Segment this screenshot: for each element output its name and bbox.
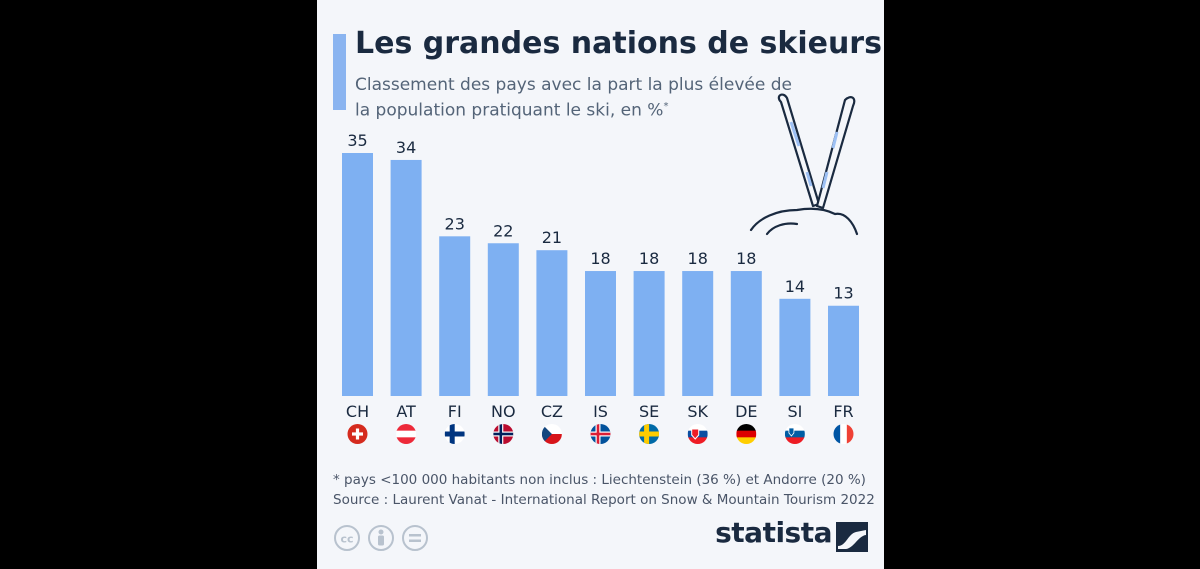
bar-fi bbox=[439, 236, 471, 396]
value-label-fr: 13 bbox=[833, 284, 853, 303]
category-label-si: SI bbox=[787, 402, 802, 421]
flag-de-icon bbox=[736, 424, 757, 444]
chart-subtitle: Classement des pays avec la part la plus… bbox=[355, 74, 795, 122]
bar-no bbox=[487, 243, 519, 396]
bar-chart: 35 CH 34 AT 23 FI 22 NO 21 CZ 18 IS 18 SE 18 SK 18 DE 14 SI… bbox=[342, 131, 859, 444]
infographic-card: Les grandes nations de skieurs Classemen… bbox=[317, 0, 884, 569]
value-label-ch: 35 bbox=[347, 131, 367, 150]
category-label-fr: FR bbox=[833, 402, 853, 421]
bar-is bbox=[585, 271, 616, 396]
statista-logo-icon bbox=[836, 522, 868, 552]
bar-sk bbox=[682, 271, 714, 396]
value-label-at: 34 bbox=[396, 138, 416, 157]
skis-illustration-icon bbox=[749, 93, 859, 236]
value-label-si: 14 bbox=[785, 277, 805, 296]
value-label-de: 18 bbox=[736, 249, 756, 268]
bar-fr bbox=[828, 305, 859, 396]
subtitle-text: Classement des pays avec la part la plus… bbox=[355, 75, 792, 121]
subtitle-footnote-mark: * bbox=[663, 101, 669, 112]
bar-cz bbox=[536, 250, 568, 396]
footnote-note: * pays <100 000 habitants non inclus : L… bbox=[333, 472, 866, 488]
value-label-is: 18 bbox=[590, 249, 610, 268]
flag-no-icon bbox=[493, 424, 514, 444]
category-label-sk: SK bbox=[687, 402, 708, 421]
no-derivatives-icon bbox=[402, 525, 428, 551]
bar-se bbox=[633, 271, 665, 396]
flag-is-icon bbox=[590, 424, 611, 444]
category-label-de: DE bbox=[735, 402, 757, 421]
attribution-icon bbox=[368, 525, 394, 551]
value-label-fi: 23 bbox=[445, 214, 465, 233]
title-accent-bar bbox=[333, 34, 346, 110]
flag-cz-icon bbox=[541, 424, 562, 444]
flag-fr-icon bbox=[833, 424, 854, 444]
flag-sk-icon bbox=[687, 424, 708, 444]
bar-at bbox=[390, 159, 422, 396]
category-label-no: NO bbox=[491, 402, 516, 421]
bar-de bbox=[730, 271, 762, 396]
statista-logo: statista bbox=[715, 516, 832, 549]
svg-text:cc: cc bbox=[340, 533, 353, 546]
license-icons: cc bbox=[334, 525, 428, 551]
value-label-no: 22 bbox=[493, 221, 513, 240]
category-label-fi: FI bbox=[448, 402, 462, 421]
category-label-ch: CH bbox=[346, 402, 369, 421]
bar-ch bbox=[342, 153, 373, 396]
category-label-se: SE bbox=[639, 402, 659, 421]
chart-title: Les grandes nations de skieurs bbox=[355, 26, 882, 61]
bar-si bbox=[779, 298, 811, 396]
category-label-at: AT bbox=[396, 402, 416, 421]
creative-commons-icon: cc bbox=[334, 525, 360, 551]
footnote-source: Source : Laurent Vanat - International R… bbox=[333, 492, 875, 508]
value-label-se: 18 bbox=[639, 249, 659, 268]
value-label-cz: 21 bbox=[542, 228, 562, 247]
flag-fi-icon bbox=[444, 424, 465, 444]
flag-si-icon bbox=[784, 424, 805, 444]
flag-at-icon bbox=[396, 424, 417, 444]
footnote: * pays <100 000 habitants non inclus : L… bbox=[333, 470, 875, 510]
category-label-is: IS bbox=[593, 402, 608, 421]
category-label-cz: CZ bbox=[541, 402, 563, 421]
flag-se-icon bbox=[639, 424, 660, 444]
flag-ch-icon bbox=[347, 424, 368, 444]
value-label-sk: 18 bbox=[688, 249, 708, 268]
